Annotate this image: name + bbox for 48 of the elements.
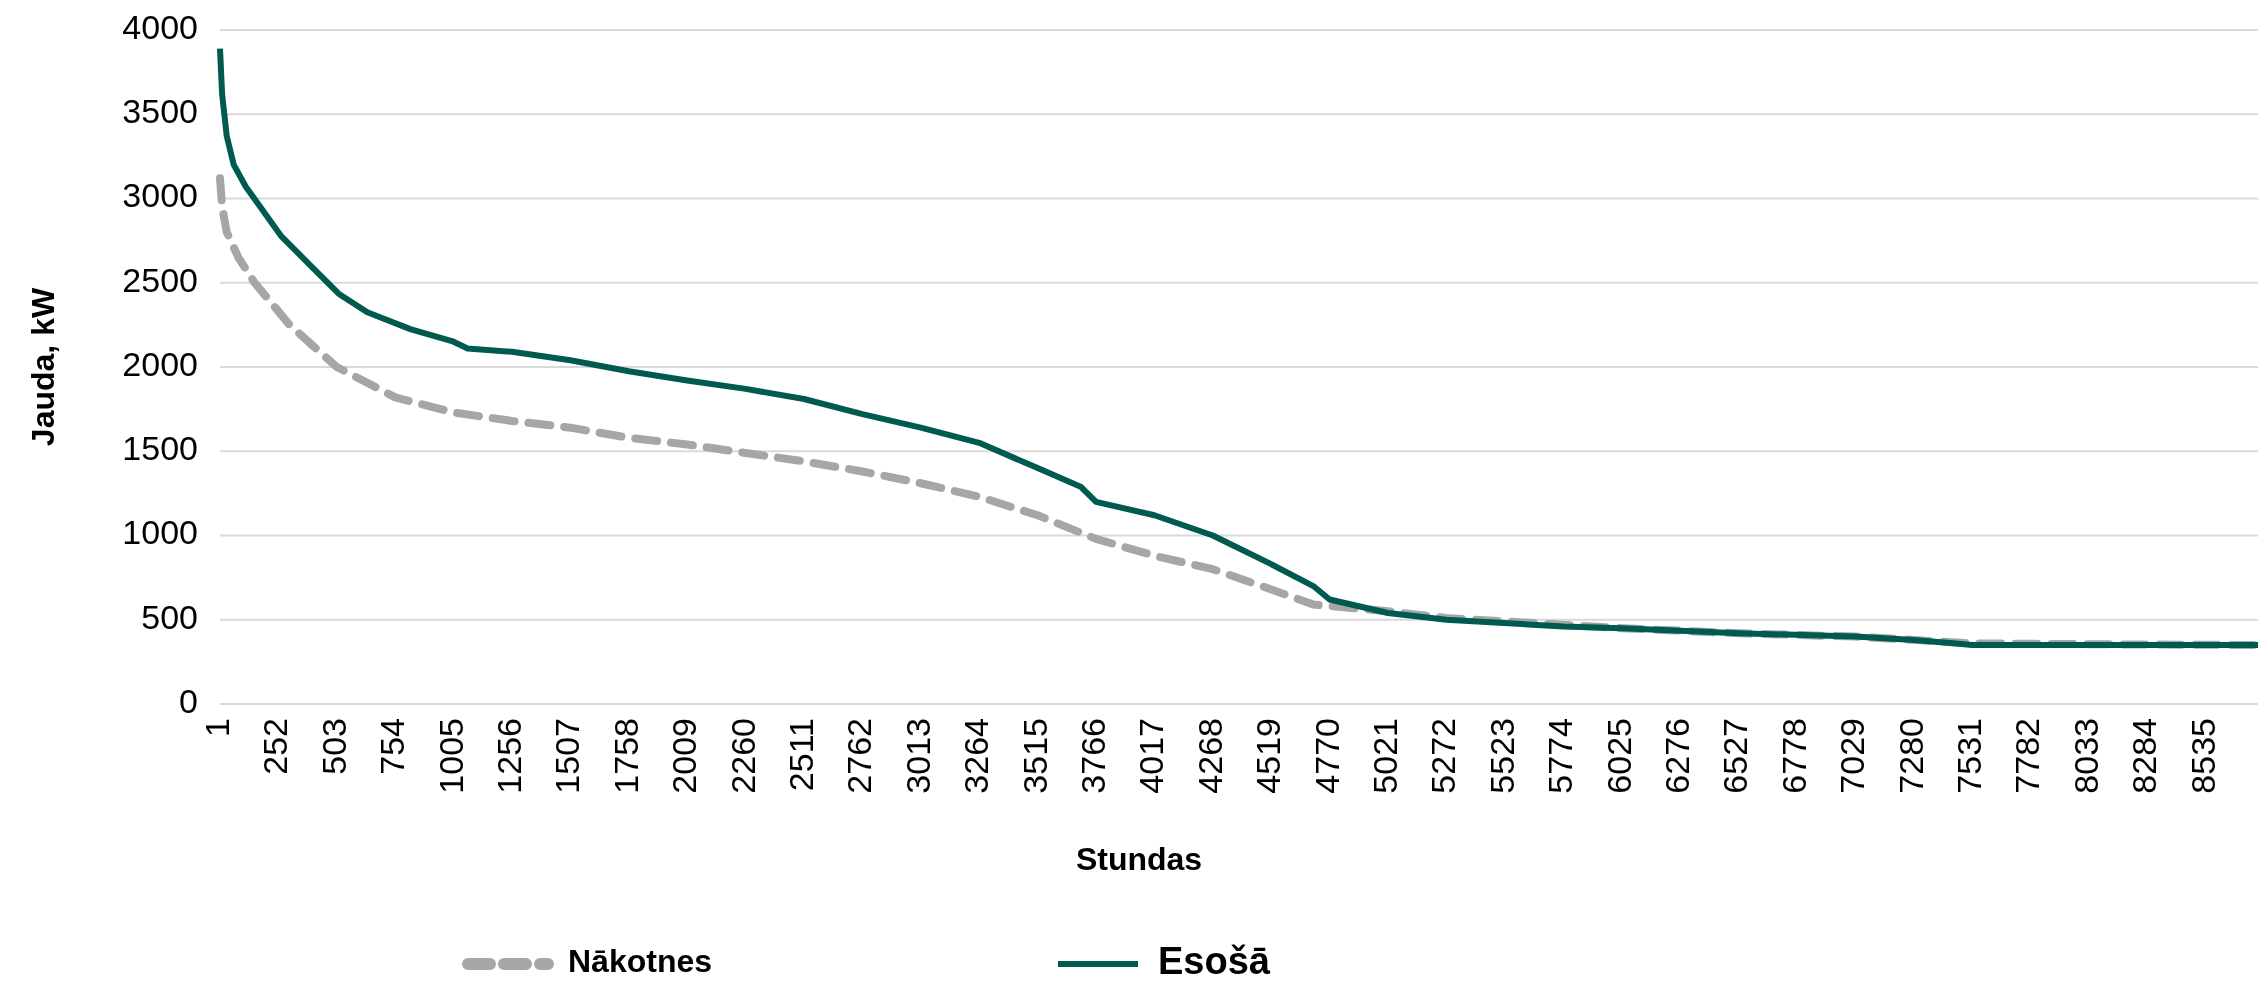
x-tick-label: 2009: [665, 718, 704, 794]
x-tick-label: 4268: [1190, 718, 1229, 794]
y-axis-title: Jauda, kW: [25, 287, 62, 447]
x-tick-label: 1: [197, 718, 236, 737]
x-tick-label: 5774: [1541, 718, 1580, 794]
y-tick-label: 2500: [122, 260, 198, 299]
x-tick-label: 3515: [1015, 718, 1054, 794]
x-tick-label: 5021: [1366, 718, 1405, 794]
y-tick-label: 500: [141, 597, 198, 636]
y-tick-label: 1500: [122, 429, 198, 468]
x-tick-label: 6527: [1716, 718, 1755, 794]
x-tick-label: 8284: [2125, 718, 2164, 794]
x-tick-label: 4519: [1249, 718, 1288, 794]
x-tick-label: 4017: [1132, 718, 1171, 794]
y-tick-label: 0: [179, 681, 198, 720]
x-tick-label: 5272: [1424, 718, 1463, 794]
x-tick-label: 2260: [723, 718, 762, 794]
x-tick-label: 1256: [489, 718, 528, 794]
x-tick-label: 7280: [1891, 718, 1930, 794]
x-tick-label: 1758: [606, 718, 645, 794]
x-tick-label: 8033: [2066, 718, 2105, 794]
x-tick-label: 8535: [2183, 718, 2222, 794]
x-tick-label: 2762: [840, 718, 879, 794]
x-tick-label: 754: [373, 718, 412, 775]
x-tick-label: 3766: [1074, 718, 1113, 794]
x-tick-label: 7782: [2008, 718, 2047, 794]
x-tick-label: 1005: [431, 718, 470, 794]
legend-label: Nākotnes: [568, 943, 713, 980]
x-tick-label: 3264: [957, 718, 996, 794]
x-tick-label: 5523: [1482, 718, 1521, 794]
x-tick-label: 6025: [1599, 718, 1638, 794]
x-axis-title: Stundas: [1075, 841, 1203, 878]
x-tick-label: 6778: [1774, 718, 1813, 794]
x-tick-label: 7029: [1833, 718, 1872, 794]
x-tick-label: 252: [256, 718, 295, 775]
y-tick-label: 3000: [122, 176, 198, 215]
x-tick-label: 3013: [898, 718, 937, 794]
x-tick-label: 7531: [1950, 718, 1989, 794]
y-tick-label: 1000: [122, 513, 198, 552]
x-tick-label: 503: [314, 718, 353, 775]
x-tick-label: 1507: [548, 718, 587, 794]
legend-label: Esošā: [1158, 940, 1271, 983]
x-tick-label: 4770: [1307, 718, 1346, 794]
y-tick-label: 4000: [122, 7, 198, 46]
x-tick-label: 2511: [782, 718, 820, 792]
x-tick-label: 6276: [1658, 718, 1697, 794]
y-tick-label: 3500: [122, 92, 198, 131]
y-tick-label: 2000: [122, 344, 198, 383]
